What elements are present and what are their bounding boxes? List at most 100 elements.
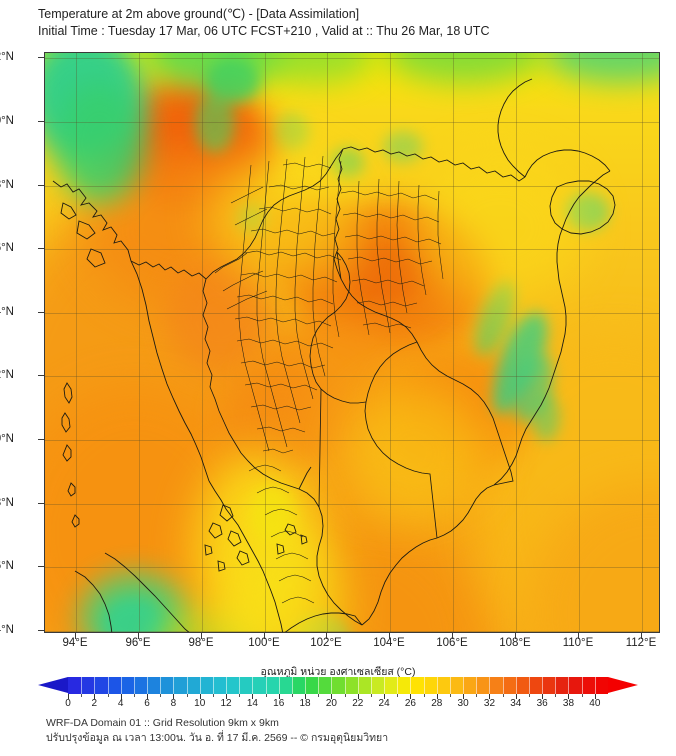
- colorbar-segment-divider: [120, 677, 122, 694]
- colorbar-tick: [133, 694, 135, 697]
- colorbar-segment: [370, 677, 385, 694]
- x-axis-label: 94°E: [62, 637, 88, 649]
- y-axis-label: 20°N: [0, 115, 14, 127]
- colorbar-segment-divider: [423, 677, 425, 694]
- temperature-map[interactable]: [44, 52, 660, 633]
- colorbar-segment: [502, 677, 517, 694]
- colorbar-tick: [199, 694, 201, 699]
- colorbar-segment: [305, 677, 319, 694]
- colorbar-segment-divider: [318, 677, 320, 694]
- y-axis-tick: [38, 503, 44, 504]
- colorbar-segment-divider: [265, 677, 267, 694]
- colorbar-segment-divider: [542, 677, 544, 694]
- colorbar-segment: [226, 677, 240, 694]
- colorbar-segment-divider: [581, 677, 583, 694]
- colorbar-tick: [252, 694, 254, 699]
- colorbar-segment-divider: [370, 677, 372, 694]
- colorbar-segment: [212, 677, 227, 694]
- colorbar-tick: [265, 694, 267, 697]
- colorbar-tick: [173, 694, 175, 699]
- colorbar-segment-divider: [252, 677, 254, 694]
- colorbar-segment: [384, 677, 398, 694]
- colorbar-tick-label: 22: [352, 698, 364, 709]
- footer-model-info: WRF-DA Domain 01 :: Grid Resolution 9km …: [46, 717, 279, 729]
- x-axis-tick: [138, 633, 139, 639]
- colorbar-segment-divider: [555, 677, 557, 694]
- coastline-overlay: [45, 53, 660, 633]
- colorbar-tick: [449, 694, 451, 697]
- colorbar-tick-label: 0: [65, 698, 71, 709]
- colorbar-segment-divider: [160, 677, 162, 694]
- colorbar-tick: [278, 694, 280, 699]
- colorbar-segment: [291, 677, 306, 694]
- colorbar-segment-divider: [331, 677, 333, 694]
- colorbar-segment-divider: [436, 677, 438, 694]
- colorbar-segment: [568, 677, 583, 694]
- colorbar-segment: [147, 677, 161, 694]
- x-axis-label: 100°E: [248, 637, 280, 649]
- y-axis-label: 14°N: [0, 306, 14, 318]
- colorbar-segment-divider: [463, 677, 465, 694]
- colorbar-tick: [186, 694, 188, 697]
- colorbar-segment: [239, 677, 253, 694]
- colorbar-tick-label: 24: [378, 698, 390, 709]
- colorbar-segment: [489, 677, 504, 694]
- colorbar-tick: [542, 694, 544, 699]
- colorbar-tick: [160, 694, 162, 697]
- colorbar-tick-label: 6: [144, 698, 150, 709]
- colorbar-segment-divider: [147, 677, 149, 694]
- y-axis-tick: [38, 312, 44, 313]
- colorbar-tick: [226, 694, 228, 699]
- colorbar-segment-divider: [107, 677, 109, 694]
- x-axis-tick: [641, 633, 642, 639]
- y-axis-tick: [38, 630, 44, 631]
- colorbar-tick: [568, 694, 570, 699]
- colorbar-segment: [265, 677, 280, 694]
- colorbar-segment-divider: [502, 677, 504, 694]
- colorbar-segment-divider: [410, 677, 412, 694]
- colorbar-tick: [357, 694, 359, 699]
- colorbar-segment-divider: [94, 677, 96, 694]
- y-axis-tick: [38, 185, 44, 186]
- colorbar-tick-label: 18: [299, 698, 311, 709]
- colorbar-tick-label: 40: [589, 698, 601, 709]
- colorbar-tick-label: 16: [273, 698, 285, 709]
- colorbar-segment: [594, 677, 609, 694]
- colorbar-under-arrow: [38, 677, 68, 693]
- y-axis-label: 8°N: [0, 497, 14, 509]
- colorbar-tick: [94, 694, 96, 699]
- colorbar-segment-divider: [489, 677, 491, 694]
- colorbar-tick: [81, 694, 83, 697]
- colorbar-segment-divider: [357, 677, 359, 694]
- colorbar-tick: [370, 694, 372, 697]
- x-axis-tick: [515, 633, 516, 639]
- x-axis-tick: [75, 633, 76, 639]
- colorbar-segment: [555, 677, 569, 694]
- colorbar-tick: [581, 694, 583, 697]
- x-axis-tick: [452, 633, 453, 639]
- colorbar-segment: [186, 677, 201, 694]
- colorbar-tick: [502, 694, 504, 697]
- y-axis-tick: [38, 57, 44, 58]
- y-axis-label: 4°N: [0, 624, 14, 636]
- colorbar-tick: [489, 694, 491, 699]
- x-axis-tick: [201, 633, 202, 639]
- colorbar-tick: [107, 694, 109, 697]
- y-axis-tick: [38, 566, 44, 567]
- colorbar-tick: [528, 694, 530, 697]
- colorbar-segment-divider: [133, 677, 135, 694]
- colorbar-tick-label: 2: [91, 698, 98, 709]
- colorbar-segment-divider: [291, 677, 293, 694]
- colorbar-segment: [423, 677, 438, 694]
- colorbar-gradient: [68, 677, 609, 694]
- colorbar-segment: [133, 677, 148, 694]
- colorbar-segment: [252, 677, 266, 694]
- x-axis-tick: [578, 633, 579, 639]
- colorbar-tick-label: 8: [170, 698, 177, 709]
- x-axis-label: 112°E: [625, 637, 657, 649]
- colorbar-segment: [278, 677, 293, 694]
- colorbar-tick-label: 12: [220, 698, 232, 709]
- colorbar-tick-label: 34: [510, 698, 522, 709]
- colorbar-segment: [528, 677, 543, 694]
- colorbar-tick: [555, 694, 557, 697]
